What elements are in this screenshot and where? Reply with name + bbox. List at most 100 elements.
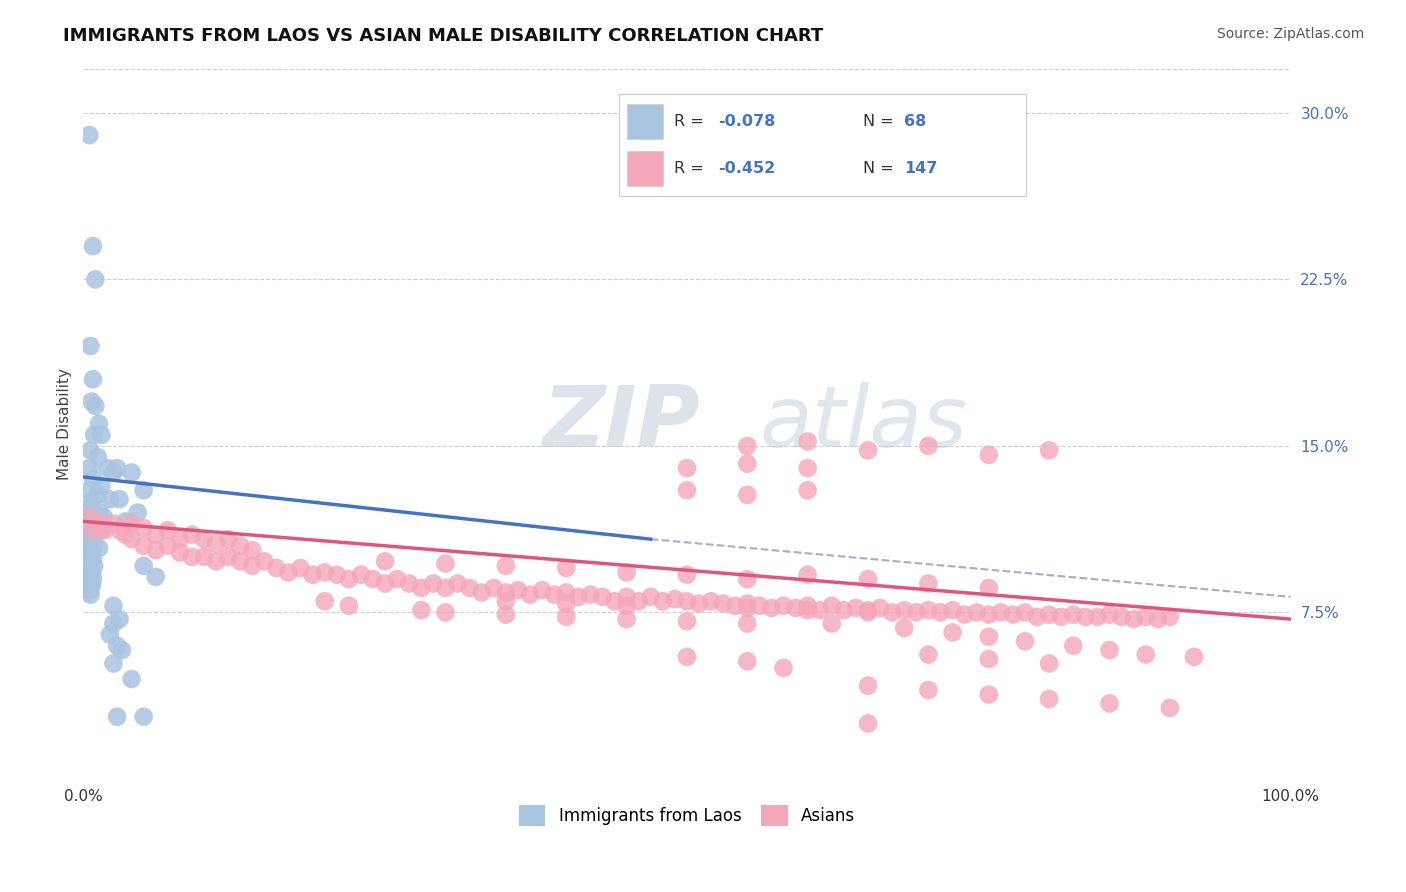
Point [132, 710, 155, 724]
Point [495, 585, 517, 599]
Point [821, 599, 844, 613]
Point [229, 539, 252, 553]
Point [326, 567, 349, 582]
Point [94, 523, 117, 537]
Text: N =: N = [863, 161, 900, 176]
Point [591, 590, 613, 604]
Point [1111, 610, 1133, 624]
Point [240, 543, 263, 558]
Point [737, 616, 759, 631]
Point [79, 527, 101, 541]
Point [977, 688, 1000, 702]
Point [808, 603, 831, 617]
Point [422, 576, 444, 591]
Point [616, 612, 638, 626]
Point [108, 612, 131, 626]
Point [105, 639, 128, 653]
Point [181, 527, 204, 541]
Point [1001, 607, 1024, 622]
Text: -0.452: -0.452 [718, 161, 776, 176]
Point [83, 506, 105, 520]
Point [84, 399, 107, 413]
Point [98, 492, 121, 507]
Point [83, 539, 105, 553]
Point [79, 339, 101, 353]
Point [82, 515, 104, 529]
Point [98, 627, 121, 641]
Point [567, 590, 589, 604]
Bar [627, 104, 664, 139]
Point [80, 494, 103, 508]
Point [337, 572, 360, 586]
Point [1135, 648, 1157, 662]
Point [108, 523, 131, 537]
Point [79, 543, 101, 558]
Point [796, 461, 818, 475]
Point [748, 599, 770, 613]
Point [953, 607, 976, 622]
Point [627, 594, 650, 608]
Point [145, 570, 167, 584]
Point [145, 543, 167, 558]
Point [1087, 610, 1109, 624]
Point [531, 583, 554, 598]
Point [1098, 607, 1121, 622]
Point [845, 601, 868, 615]
Point [737, 597, 759, 611]
Point [688, 597, 710, 611]
Point [82, 523, 104, 537]
Point [929, 606, 952, 620]
Point [79, 519, 101, 533]
Point [856, 679, 879, 693]
Point [543, 588, 565, 602]
Point [458, 581, 481, 595]
Point [1098, 643, 1121, 657]
Point [240, 558, 263, 573]
Point [79, 583, 101, 598]
Point [193, 549, 215, 564]
Point [337, 599, 360, 613]
Point [977, 448, 1000, 462]
Point [977, 652, 1000, 666]
Point [103, 599, 125, 613]
Point [555, 610, 578, 624]
Point [676, 615, 699, 629]
Point [145, 527, 167, 541]
Point [737, 457, 759, 471]
Point [1038, 657, 1060, 671]
Point [1038, 443, 1060, 458]
Text: ZIP: ZIP [543, 382, 700, 466]
Point [579, 588, 602, 602]
Point [1098, 697, 1121, 711]
Point [290, 561, 312, 575]
Point [86, 521, 108, 535]
Point [1159, 610, 1181, 624]
Point [676, 594, 699, 608]
Text: N =: N = [863, 114, 900, 128]
Point [79, 483, 101, 498]
Point [181, 549, 204, 564]
Point [796, 567, 818, 582]
Point [977, 607, 1000, 622]
Text: R =: R = [673, 114, 709, 128]
Point [917, 603, 939, 617]
Point [80, 579, 103, 593]
Point [411, 581, 433, 595]
Point [121, 532, 143, 546]
Point [132, 558, 155, 573]
Point [205, 536, 228, 550]
Point [832, 603, 855, 617]
Point [217, 532, 239, 546]
Point [156, 523, 179, 537]
Point [917, 576, 939, 591]
Point [79, 532, 101, 546]
Point [434, 581, 457, 595]
Point [495, 594, 517, 608]
Point [506, 583, 529, 598]
Point [519, 588, 541, 602]
Point [121, 466, 143, 480]
Point [737, 488, 759, 502]
Text: atlas: atlas [759, 382, 967, 466]
Point [111, 643, 134, 657]
Point [79, 557, 101, 571]
